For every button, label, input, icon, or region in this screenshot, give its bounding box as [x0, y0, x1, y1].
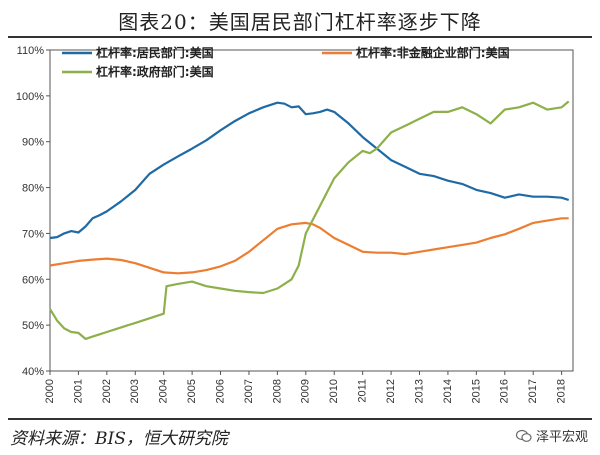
- y-tick-label: 60%: [22, 274, 44, 286]
- axes: 40% 50% 60% 70% 80% 90% 100% 110% 2000 2001 2002 20…: [16, 45, 574, 403]
- x-tick-label: 2012: [385, 379, 397, 403]
- x-tick-label: 2000: [44, 379, 56, 403]
- brand-name: 泽平宏观: [535, 430, 588, 445]
- y-tick-label: 110%: [17, 45, 45, 57]
- x-tick-label: 2017: [527, 379, 539, 403]
- legend-label: 杠杆率:非金融企业部门:美国: [356, 45, 510, 60]
- series-lines: [49, 100, 570, 340]
- government-line: [49, 100, 570, 340]
- y-tick-label: 40%: [22, 366, 44, 378]
- title-divider: [8, 36, 592, 38]
- x-tick-label: 2004: [158, 379, 170, 403]
- wechat-icon: [515, 429, 532, 442]
- brand-watermark: 泽平宏观: [515, 426, 588, 445]
- x-tick-label: 2015: [470, 379, 482, 403]
- x-tick-label: 2018: [556, 379, 568, 403]
- x-tick-label: 2010: [328, 379, 340, 403]
- x-tick-label: 2014: [442, 379, 454, 403]
- x-tick-label: 2003: [129, 379, 141, 403]
- y-tick-label: 90%: [22, 137, 44, 149]
- y-tick-label: 100%: [16, 91, 44, 103]
- x-tick-label: 2006: [214, 379, 226, 403]
- corporate-line: [49, 217, 569, 275]
- y-tick-label: 80%: [22, 183, 44, 195]
- x-tick-label: 2008: [271, 379, 283, 403]
- y-tick-label: 70%: [22, 228, 44, 240]
- legend-label: 杠杆率:居民部门:美国: [96, 45, 214, 60]
- x-tick-label: 2013: [413, 379, 425, 403]
- plot-frame: [49, 49, 574, 372]
- chart-title: 图表20：美国居民部门杠杆率逐步下降: [118, 10, 482, 34]
- x-tick-label: 2011: [357, 379, 369, 403]
- footer-divider: [8, 418, 592, 420]
- x-tick-label: 2005: [186, 379, 198, 403]
- x-tick-label: 2002: [101, 379, 113, 403]
- household-line: [49, 101, 570, 240]
- x-tick-label: 2007: [243, 379, 255, 403]
- source-note: 资料来源：BIS，恒大研究院: [10, 429, 228, 449]
- y-tick-label: 50%: [22, 320, 44, 332]
- x-tick-label: 2009: [300, 379, 312, 403]
- x-tick-label: 2016: [499, 379, 511, 403]
- legend-label: 杠杆率:政府部门:美国: [96, 64, 214, 79]
- x-tick-label: 2001: [72, 379, 84, 403]
